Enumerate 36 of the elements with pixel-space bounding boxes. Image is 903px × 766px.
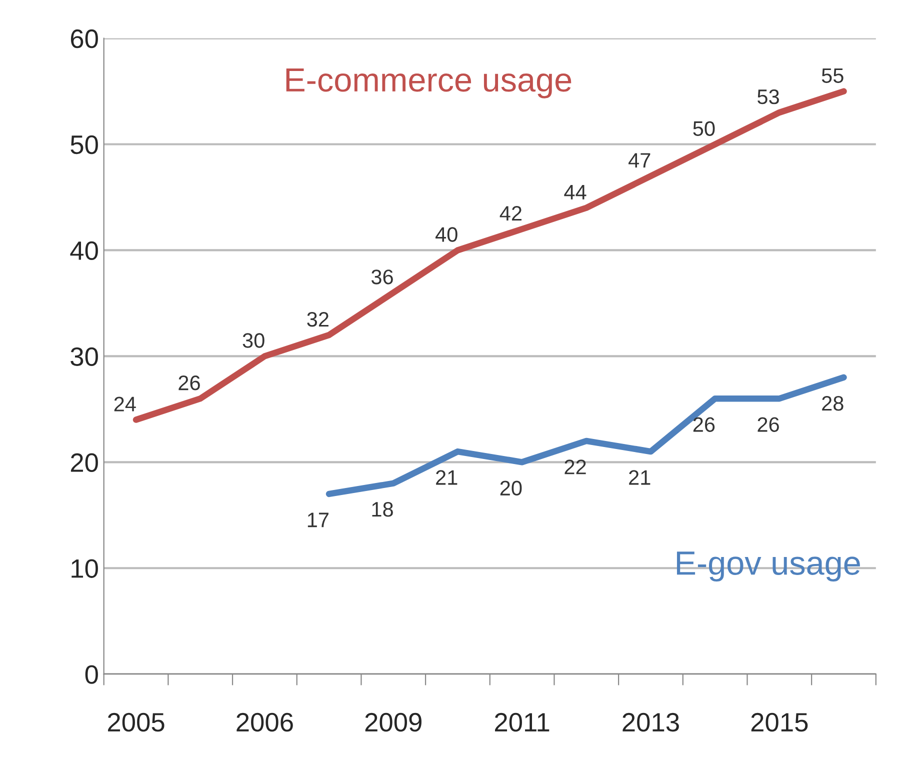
data-label: 55 [822,68,844,83]
data-label: 21 [436,470,458,485]
data-label: 44 [564,185,586,200]
data-label: 40 [435,227,458,242]
data-label: 26 [178,376,200,390]
text: E-commerce usage [286,68,572,98]
y-tick-label: 60 [70,29,98,48]
data-label: 26 [758,417,779,432]
y-tick-label: 30 [70,347,98,366]
text: E-gov usage [676,552,860,582]
y-tick-label: 10 [72,559,98,578]
data-label: 42 [500,206,522,221]
y-tick-label: 40 [70,241,98,260]
data-label: 47 [628,153,650,168]
data-label: 21 [629,470,650,485]
x-tick-label: 2009 [365,712,422,732]
data-label: 50 [693,121,715,136]
x-tick-label: 2005 [108,712,164,732]
y-tick-label: 0 [85,665,98,684]
data-label: 30 [242,333,264,348]
data-label: 32 [307,312,328,327]
data-label: 24 [114,396,136,412]
data-label: 36 [371,270,393,284]
y-tick-label: 50 [70,135,98,154]
data-label: 26 [693,417,715,432]
y-tick-label: 20 [70,453,98,472]
x-tick-label: 2006 [236,712,293,732]
data-label: 18 [372,502,393,517]
data-label: 20 [500,480,522,496]
x-tick-label: 2011 [495,712,550,732]
data-label: 28 [822,396,844,411]
data-label: 53 [758,89,779,104]
data-label: 22 [564,460,586,474]
data-label: 17 [308,512,328,528]
x-tick-label: 2013 [622,712,679,732]
x-tick-label: 2015 [751,712,808,732]
